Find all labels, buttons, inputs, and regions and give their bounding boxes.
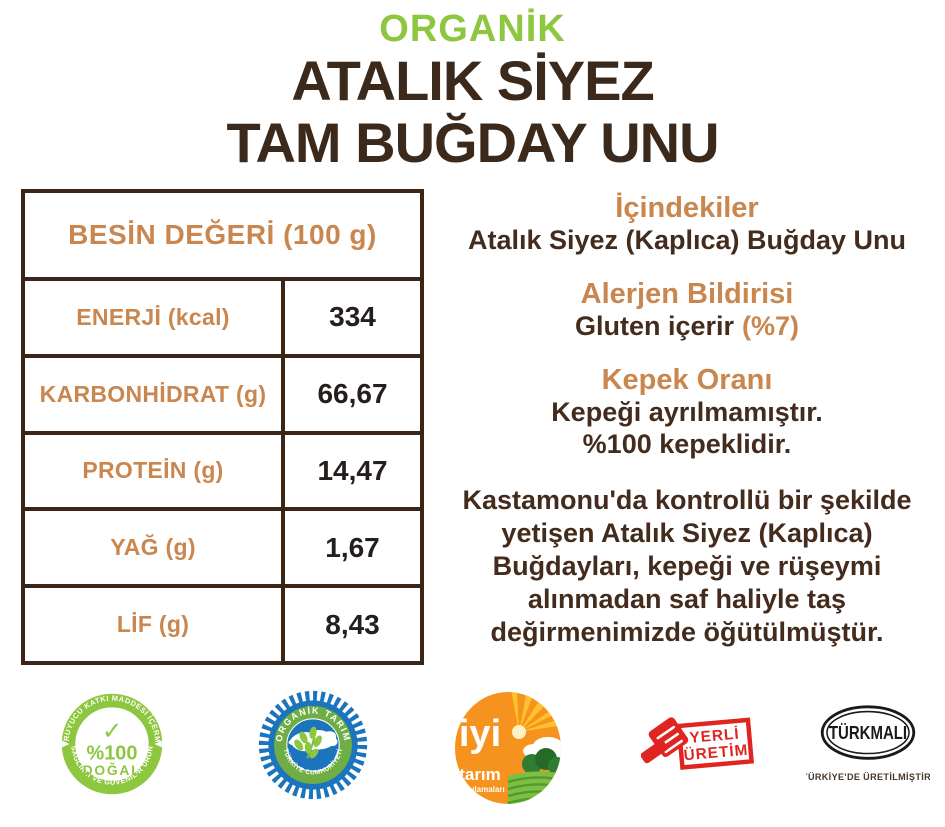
checkmark-icon: ✓ [102, 718, 122, 745]
description-line: yetişen Atalık Siyez (Kaplıca) [501, 518, 873, 548]
wheat-icon [294, 726, 322, 759]
oval-outline [820, 705, 916, 760]
iyi-circle: iyi tarım uygulamaları [455, 692, 561, 804]
badge-inner-outline [74, 706, 150, 782]
product-info-column: İçindekiler Atalık Siyez (Kaplıca) Buğda… [433, 192, 941, 649]
allergen-section: Alerjen Bildirisi Gluten içerir (%7) [433, 278, 941, 342]
yerli-line1: YERLİ [689, 726, 740, 747]
ingredients-section: İçindekiler Atalık Siyez (Kaplıca) Buğda… [433, 192, 941, 256]
sun-ray [519, 692, 535, 732]
handshake-icon [641, 717, 689, 764]
ribbon-notch-right [154, 740, 163, 748]
natural-badge-icon: KORUYUCU KATKI MADDESİ İÇERMEZ SAĞLIKLI … [60, 692, 163, 795]
natural-badge: KORUYUCU KATKI MADDESİ İÇERMEZ SAĞLIKLI … [60, 692, 164, 796]
table-row: KARBONHİDRAT (g) 66,67 [25, 357, 420, 435]
description-paragraph: Kastamonu'da kontrollü bir şekilde yetiş… [433, 484, 941, 649]
bran-line1: Kepeği ayrılmamıştır. [551, 397, 823, 427]
wheat-grain [313, 735, 322, 747]
wheat-grain [309, 748, 319, 759]
nutrient-label: YAĞ (g) [25, 511, 285, 585]
domestic-production-icon: YERLİ ÜRETİM [641, 717, 754, 770]
bran-section: Kepek Oranı Kepeği ayrılmamıştır. %100 k… [433, 364, 941, 460]
nutrition-table-header: BESİN DEĞERİ (100 g) [25, 193, 420, 281]
wheat-grain [304, 741, 312, 755]
finger-line [664, 739, 683, 754]
iyi-word1: iyi [459, 713, 501, 755]
nutrient-value: 8,43 [325, 608, 380, 640]
natural-label: DOĞAL [83, 761, 142, 778]
wheat-grain [294, 739, 304, 751]
product-title: ATALIK SİYEZ TAM BUĞDAY UNU [0, 49, 945, 175]
hand-arm [641, 739, 668, 764]
nutrient-label: KARBONHİDRAT (g) [25, 357, 285, 431]
nutrient-label: ENERJİ (kcal) [25, 281, 285, 354]
product-title-line2: TAM BUĞDAY UNU [226, 111, 719, 175]
iyi-word2: tarım [459, 765, 501, 784]
nutrient-value: 1,67 [325, 531, 380, 563]
nutrient-value: 14,47 [317, 454, 388, 486]
turk-mali-icon: TÜRKMALI TÜRKİYE'DE ÜRETİLMİŞTİR. [806, 705, 930, 782]
sun-ray [511, 692, 519, 732]
product-title-line1: ATALIK SİYEZ [291, 49, 654, 112]
ribbon-notch-left [61, 740, 70, 748]
tree-icon [522, 748, 561, 775]
ingredients-value: Atalık Siyez (Kaplıca) Buğday Unu [467, 225, 907, 255]
organic-farming-icon: ORGANİK TARIM ★ TÜRKİYE CUMHURİYETİ ★ [256, 688, 368, 800]
allergen-heading: Alerjen Bildirisi [580, 278, 794, 310]
yerli-box-group: YERLİ ÜRETİM [676, 717, 754, 770]
wheat-grain [309, 726, 317, 739]
natural-percent: %100 [87, 743, 138, 765]
finger-line [656, 725, 676, 740]
description-line: Buğdayları, kepeği ve rüşeymi [492, 551, 882, 581]
inner-outline [286, 718, 340, 772]
bran-line2: %100 kepeklidir. [582, 429, 792, 459]
description-line: değirmenimizde öğütülmüştür. [490, 617, 884, 647]
allergen-value: Gluten içerir (%7) [433, 310, 941, 342]
sun-core [512, 725, 526, 739]
oval-inner-outline [826, 710, 910, 755]
nutrient-label: PROTEİN (g) [25, 434, 285, 508]
table-row: PROTEİN (g) 14,47 [25, 434, 420, 512]
turk-mali-badge: TÜRKMALI TÜRKİYE'DE ÜRETİLMİŞTİR. [806, 698, 930, 790]
sun-ray [519, 718, 561, 732]
iyi-word3: uygulamaları [455, 785, 504, 794]
table-row: ENERJİ (kcal) 334 [25, 281, 420, 358]
ingredients-heading: İçindekiler [615, 192, 759, 224]
description-line: Kastamonu'da kontrollü bir şekilde [462, 485, 912, 515]
nutrient-value: 334 [329, 301, 376, 333]
turkmali-subtitle: TÜRKİYE'DE ÜRETİLMİŞTİR. [806, 772, 930, 782]
badge-inner [74, 706, 150, 782]
description-line: alınmadan saf haliyle taş [527, 584, 847, 614]
good-agriculture-badge: iyi tarım uygulamaları [453, 690, 563, 806]
yerli-line2: ÜRETİM [683, 742, 749, 765]
organic-farming-badge: ORGANİK TARIM ★ TÜRKİYE CUMHURİYETİ ★ [256, 688, 370, 802]
allergen-percent: (%7) [742, 311, 800, 341]
organic-kicker: ORGANİK [379, 8, 566, 50]
nutrition-table: BESİN DEĞERİ (100 g) ENERJİ (kcal) 334 K… [21, 189, 424, 665]
nutrient-value: 66,67 [317, 378, 388, 410]
domestic-production-badge: YERLİ ÜRETİM [641, 708, 755, 778]
allergen-text: Gluten içerir [574, 311, 735, 341]
tree [548, 757, 561, 775]
field-icon [507, 771, 561, 804]
bran-heading: Kepek Oranı [601, 364, 773, 396]
wheat-grain [299, 731, 308, 744]
table-row: LİF (g) 8,43 [25, 588, 420, 661]
good-agriculture-icon: iyi tarım uygulamaları [455, 692, 561, 804]
table-row: YAĞ (g) 1,67 [25, 511, 420, 589]
nutrient-label: LİF (g) [25, 588, 285, 661]
turkmali-text: TÜRKMALI [829, 723, 907, 743]
